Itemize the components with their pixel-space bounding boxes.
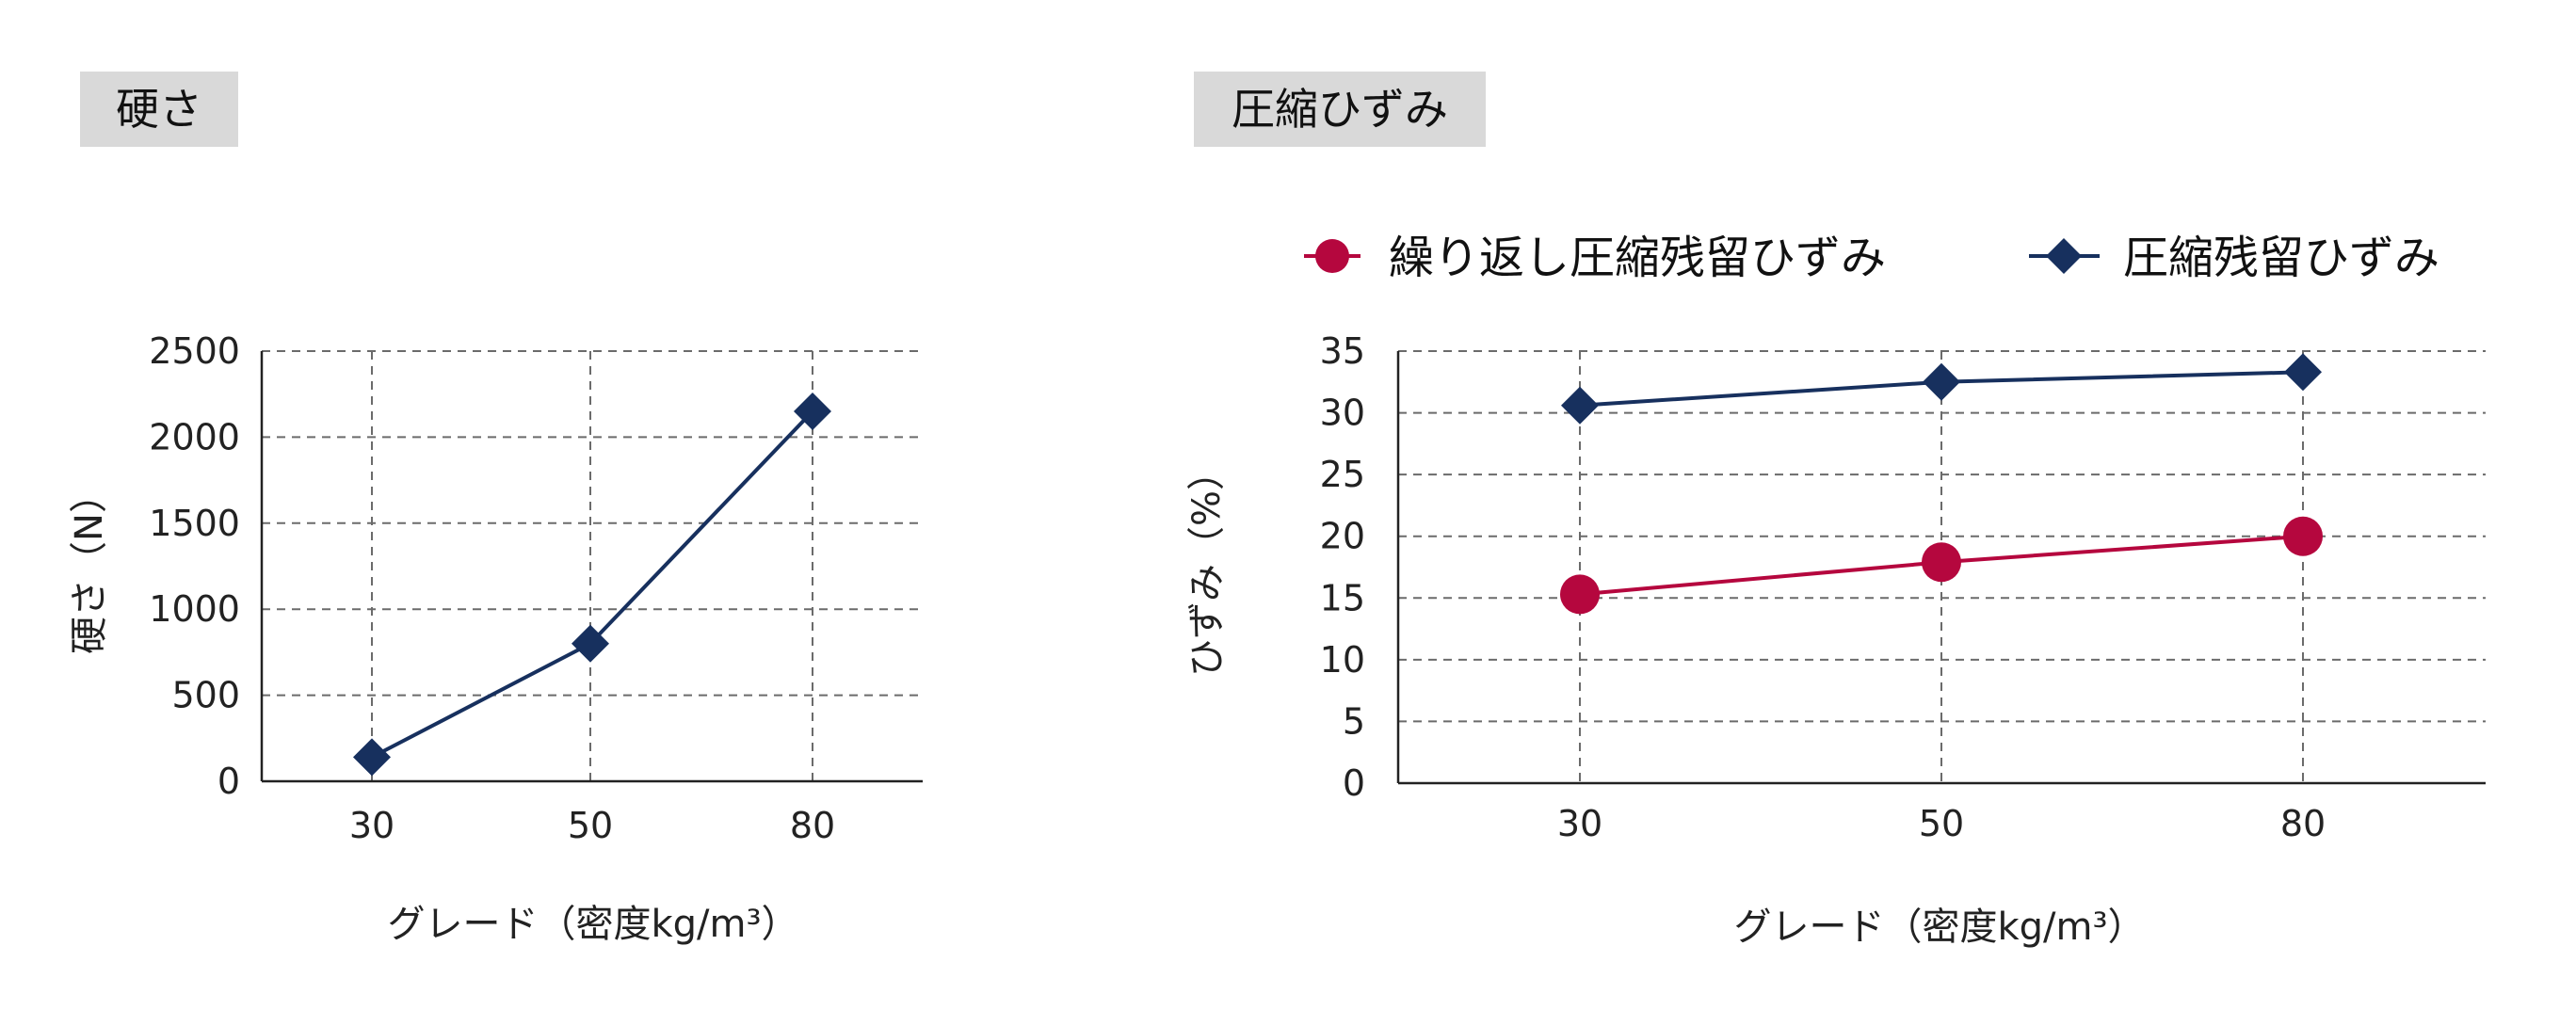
strain-y-tick-label: 5 [1343,700,1365,742]
strain-x-tick-label: 50 [1919,803,1964,844]
strain-x-tick-label: 30 [1557,803,1602,844]
strain-y-tick-label: 35 [1320,330,1365,372]
strain-x-axis-title: グレード（密度kg/m³） [1733,906,2145,949]
strain-y-tick-label: 10 [1320,639,1365,681]
hardness-y-tick-label: 500 [171,675,240,716]
strain-x-tick-label: 80 [2280,803,2326,844]
hardness-x-tick-label: 30 [349,805,394,846]
strain-y-tick-label: 25 [1320,454,1365,495]
hardness-y-tick-label: 1000 [149,588,240,630]
chart-title-hardness: 硬さ [80,72,238,147]
hardness-x-tick-label: 80 [790,805,835,846]
strain-data-point-0-50 [1922,542,1961,583]
legend-label-residual-strain: 圧縮残留ひずみ [2123,232,2439,284]
strain-data-point-1-80 [2284,353,2322,392]
strain-y-axis-title: ひずみ（%） [1185,453,1229,677]
legend-label-repeated-strain: 繰り返し圧縮残留ひずみ [1389,232,1886,284]
strain-y-tick-label: 0 [1343,762,1365,804]
hardness-y-axis-title: 硬さ（N） [68,475,111,654]
strain-y-tick-label: 30 [1320,393,1365,434]
hardness-data-point-0-30 [353,738,391,777]
strain-data-point-0-30 [1560,574,1600,615]
hardness-y-tick-label: 2000 [149,416,240,457]
strain-y-tick-label: 15 [1320,577,1365,618]
hardness-x-axis-title: グレード（密度kg/m³） [387,903,798,946]
hardness-data-point-0-80 [794,392,831,430]
legend-marker-residual-strain [2046,238,2082,274]
hardness-y-tick-label: 2500 [149,330,240,372]
hardness-y-tick-label: 0 [217,761,240,802]
strain-data-point-0-80 [2283,516,2323,556]
strain-y-tick-label: 20 [1320,516,1365,557]
strain-data-point-1-30 [1561,386,1599,425]
chart-title-compression-strain: 圧縮ひずみ [1194,72,1486,147]
strain-data-point-1-50 [1923,362,1960,401]
legend-marker-repeated-strain [1315,239,1349,273]
hardness-series-line-0 [371,409,814,760]
hardness-data-point-0-50 [572,624,609,663]
hardness-x-tick-label: 50 [568,805,613,846]
hardness-y-tick-label: 1500 [149,503,240,544]
